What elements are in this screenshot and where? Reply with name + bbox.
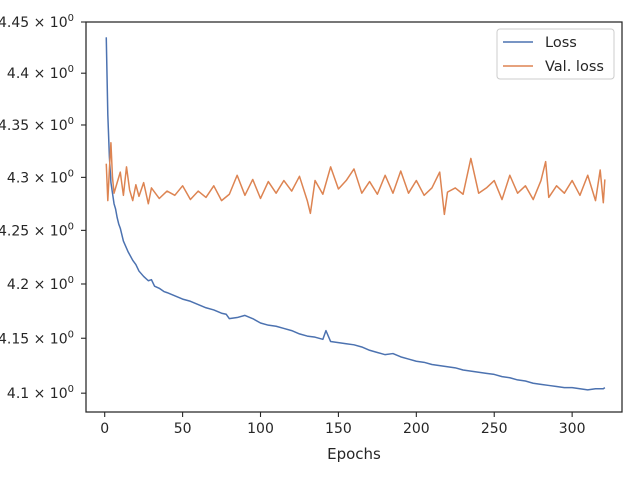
x-tick-label: 100 bbox=[247, 421, 274, 437]
x-axis: 0 50 100 150 200 250 300 bbox=[100, 412, 586, 437]
x-tick-label: 150 bbox=[325, 421, 352, 437]
x-tick-label: 250 bbox=[481, 421, 508, 437]
x-axis-label: Epochs bbox=[327, 445, 381, 463]
series-line-loss bbox=[105, 37, 606, 391]
x-tick-label: 300 bbox=[559, 421, 586, 437]
y-tick-label: 4.2 × 100 bbox=[7, 275, 74, 293]
y-tick-label: 4.4 × 100 bbox=[7, 64, 74, 82]
y-tick-label: 4.3 × 100 bbox=[7, 168, 74, 186]
x-tick-label: 50 bbox=[174, 421, 192, 437]
x-tick-label: 200 bbox=[403, 421, 430, 437]
legend-label: Loss bbox=[545, 35, 577, 51]
series-layer bbox=[105, 37, 606, 391]
legend-label: Val. loss bbox=[545, 59, 604, 75]
y-axis: 4.1 × 100 4.15 × 100 4.2 × 100 4.25 × 100 4.… bbox=[0, 13, 86, 402]
y-tick-label: 4.45 × 100 bbox=[0, 13, 74, 31]
y-tick-label: 4.1 × 100 bbox=[7, 384, 74, 402]
y-tick-label: 4.15 × 100 bbox=[0, 329, 74, 347]
legend: Loss Val. loss bbox=[496, 28, 615, 80]
series-line-val-loss bbox=[105, 141, 606, 216]
y-tick-label: 4.25 × 100 bbox=[0, 221, 74, 239]
plot-frame bbox=[85, 21, 623, 413]
y-tick-label: 4.35 × 100 bbox=[0, 116, 74, 134]
x-tick-label: 0 bbox=[100, 421, 109, 437]
